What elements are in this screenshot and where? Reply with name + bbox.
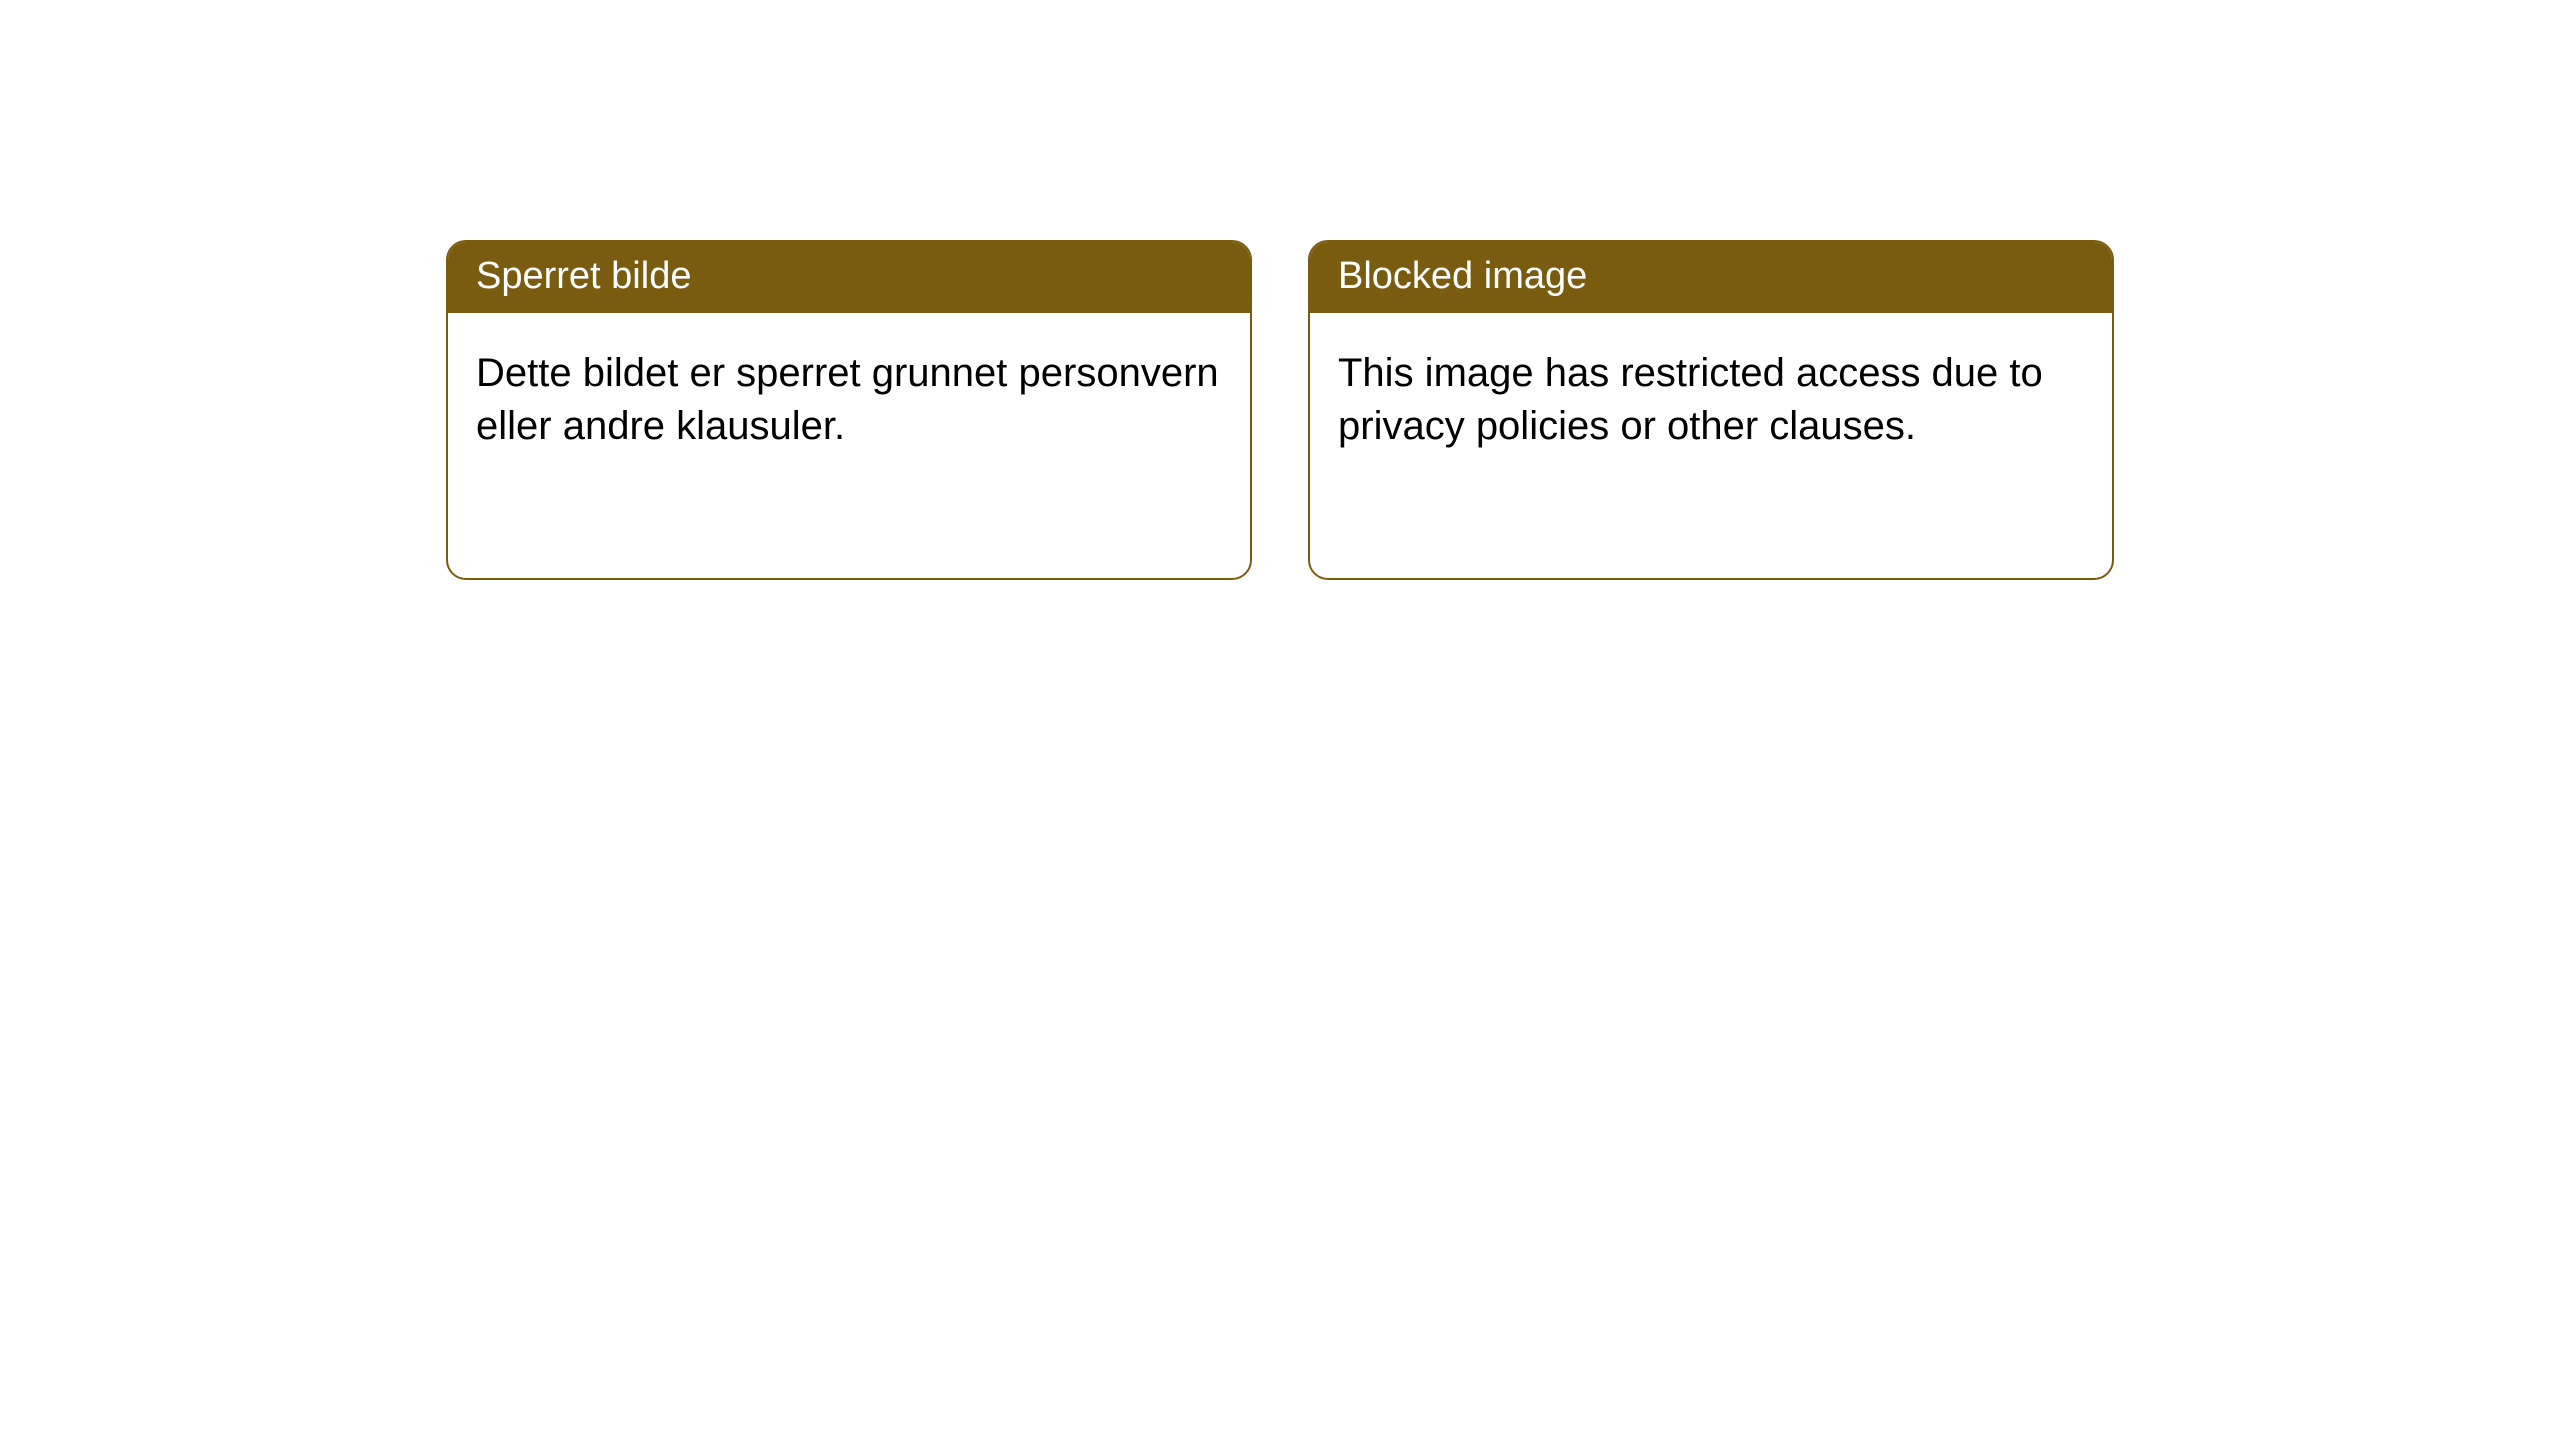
card-body-text: Dette bildet er sperret grunnet personve… (476, 351, 1219, 448)
card-body: Dette bildet er sperret grunnet personve… (448, 313, 1250, 487)
card-header: Sperret bilde (448, 242, 1250, 313)
card-title: Blocked image (1338, 255, 1587, 297)
card-body: This image has restricted access due to … (1310, 313, 2112, 487)
card-container: Sperret bilde Dette bildet er sperret gr… (0, 0, 2560, 580)
card-header: Blocked image (1310, 242, 2112, 313)
blocked-image-card-no: Sperret bilde Dette bildet er sperret gr… (446, 240, 1252, 580)
card-title: Sperret bilde (476, 255, 691, 297)
blocked-image-card-en: Blocked image This image has restricted … (1308, 240, 2114, 580)
card-body-text: This image has restricted access due to … (1338, 351, 2043, 448)
